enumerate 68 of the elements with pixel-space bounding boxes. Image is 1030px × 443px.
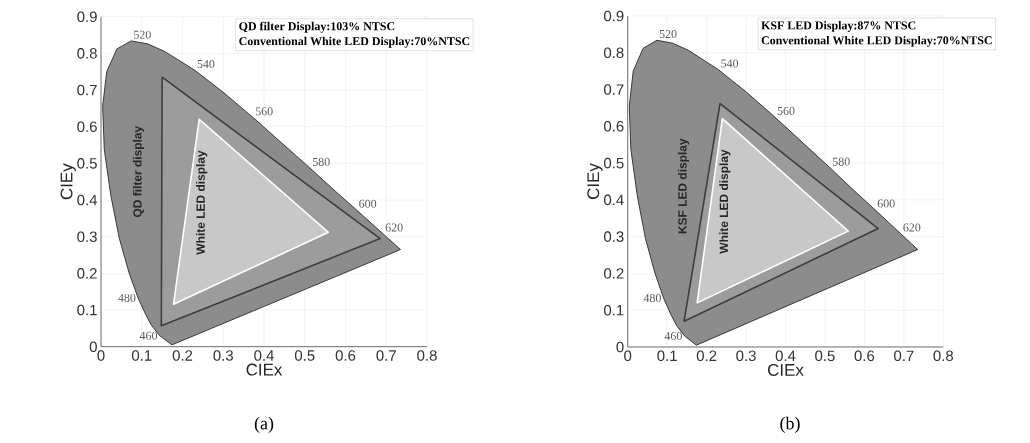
y-axis-title: CIEy [60,163,76,200]
x-tick-label: 0.5 [815,350,835,362]
y-tick-label: 0.2 [604,268,624,279]
series-label: White LED display [196,150,208,255]
y-tick-label: 0.6 [604,121,624,132]
annotation: 520 [659,30,677,39]
y-tick-label: 0.9 [604,10,624,22]
x-tick-label: 0.8 [933,350,954,362]
annotation: QD filter Display:103% NTSC [239,21,395,33]
annotation: 580 [312,157,330,166]
annotation: 480 [118,293,136,302]
x-tick-label: 0.6 [335,350,356,361]
x-tick-label: 0 [624,350,632,362]
y-axis-title: CIEy [587,163,603,199]
x-tick-label: 0.3 [736,350,756,362]
text: (b) [780,416,800,434]
annotation: 460 [139,331,158,340]
annotation: 620 [903,223,921,232]
y-tick-label: 0.4 [604,194,624,206]
annotation: 600 [359,199,377,208]
x-tick-label: 0.2 [696,350,717,362]
y-tick-label: 0.6 [77,121,97,132]
annotation: KSF LED Display:87% NTSC [761,21,916,32]
x-tick-label: 0 [97,350,105,361]
x-axis-title: CIEx [246,363,283,376]
series-label: White LED display [719,149,731,254]
y-tick-label: 0.3 [604,231,624,242]
y-tick-label: 0.5 [77,158,97,169]
y-tick-label: 0.8 [77,48,97,59]
x-tick-label: 0.7 [376,350,396,361]
annotation: 540 [721,59,739,68]
y-tick-label: 0.4 [77,194,98,206]
annotation: 580 [832,157,850,166]
x-axis-title: CIEx [768,363,804,376]
x-tick-label: 0.7 [894,350,914,362]
x-tick-label: 0.4 [775,350,796,362]
annotation: Conventional White LED Display:70%NTSC [239,36,470,48]
annotation: Conventional White LED Display:70%NTSC [761,35,992,47]
x-tick-label: 0.2 [172,350,193,361]
y-tick-label: 0.7 [604,84,624,95]
y-tick-label: 0.1 [77,304,97,316]
y-tick-label: 0.9 [77,11,97,22]
x-tick-label: 0.1 [131,350,152,361]
y-tick-label: 0.1 [604,304,624,316]
x-tick-label: 0.3 [213,350,233,361]
text: KSF LED display [677,138,690,234]
annotation: 540 [197,59,215,69]
y-tick-label: 0.8 [604,47,624,59]
y-tick-label: 0.3 [77,231,97,242]
annotation: 560 [777,106,795,115]
x-tick-label: 0.5 [294,350,315,361]
annotation: 620 [385,223,403,232]
text: QD filter display [132,125,145,218]
x-tick-label: 0.4 [254,350,274,361]
annotation: 520 [134,30,151,39]
y-tick-label: 0.2 [77,268,97,279]
annotation: 480 [643,294,661,303]
x-tick-label: 0.1 [657,350,677,362]
y-tick-label: 0.7 [77,84,97,96]
x-tick-label: 0.8 [417,350,437,361]
y-tick-label: 0 [616,341,624,353]
text: (a) [254,416,274,434]
y-tick-label: 0 [89,341,97,352]
annotation: 560 [255,107,273,116]
annotation: 460 [664,331,682,340]
x-tick-label: 0.6 [854,350,875,362]
y-tick-label: 0.5 [604,157,624,169]
annotation: 600 [877,199,895,208]
